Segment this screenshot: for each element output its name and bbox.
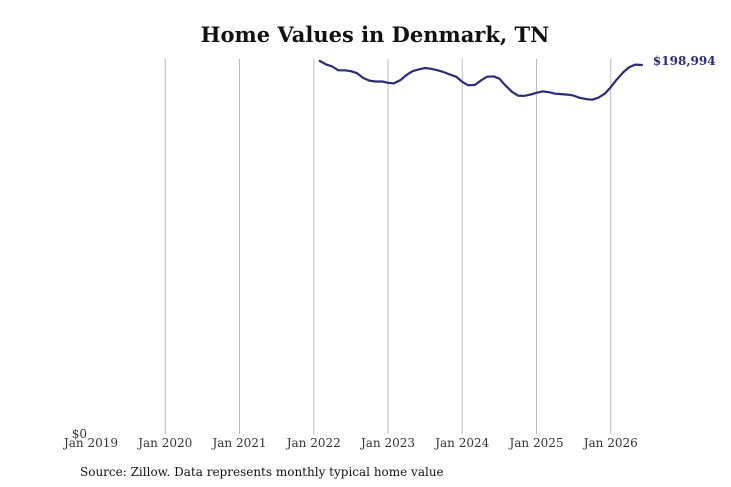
grid-lines: [164, 59, 612, 434]
x-tick-label: Jan 2022: [285, 436, 341, 450]
x-tick-label: Jan 2026: [582, 436, 638, 450]
chart-title: Home Values in Denmark, TN: [200, 22, 550, 47]
x-tick-label: Jan 2019: [62, 436, 118, 450]
x-tick-label: Jan 2020: [136, 436, 192, 450]
series-layer: $198,994: [318, 54, 716, 101]
y-axis: $0: [72, 427, 87, 441]
x-tick-label: Jan 2023: [359, 436, 415, 450]
x-tick-label: Jan 2024: [433, 436, 489, 450]
source-note: Source: Zillow. Data represents monthly …: [80, 465, 444, 479]
x-tick-label: Jan 2021: [210, 436, 266, 450]
x-axis: Jan 2019 Jan 2020 Jan 2021 Jan 2022 Jan 2023…: [62, 436, 638, 450]
y-tick-label: $0: [72, 427, 87, 441]
end-value-label: $198,994: [653, 54, 716, 68]
series-line: [318, 59, 643, 101]
x-tick-label: Jan 2025: [507, 436, 563, 450]
